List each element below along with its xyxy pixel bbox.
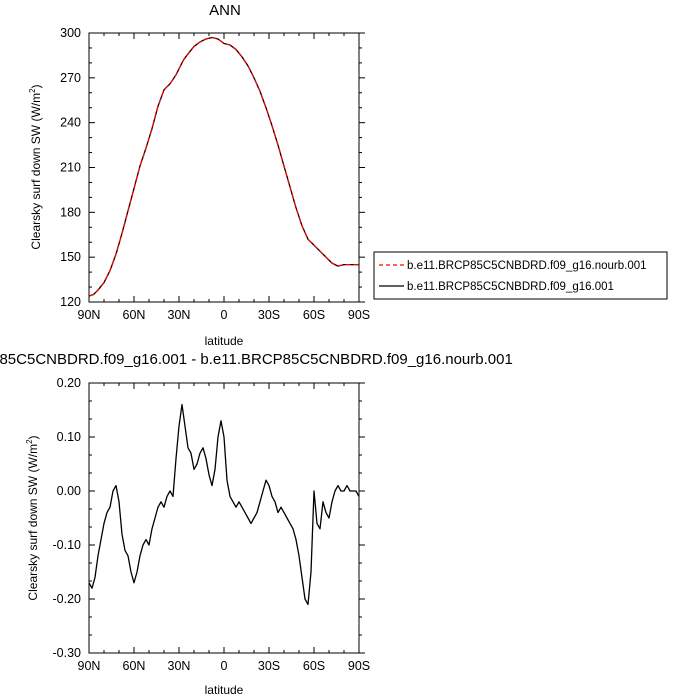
- y-axis-label-bottom: Clearsky surf down SW (W/m2): [25, 435, 40, 600]
- bottom-y-tick-label: -0.20: [53, 592, 82, 606]
- bottom-x-tick-label: 60S: [303, 659, 325, 673]
- chart-title-top: ANN: [209, 2, 241, 19]
- bottom-series-group: [88, 403, 360, 606]
- top-y-tick-label: 300: [60, 26, 81, 40]
- panel-bottom: b.e11.BRCP85C5CNBDRD.f09_g16.001 - b.e11…: [0, 351, 513, 697]
- top-y-tick-label: 270: [60, 71, 81, 85]
- top-x-tick-label: 0: [221, 308, 228, 322]
- bottom-series-line-0: [88, 403, 360, 606]
- panel-top: ANN 90N 60N 30N 0 30S 60S 90S 120 150 180 210 240 27…: [28, 2, 370, 348]
- plot-frame-top: [88, 32, 360, 303]
- top-x-tick-label: 60N: [123, 308, 146, 322]
- legend-label-control: b.e11.BRCP85C5CNBDRD.f09_g16.001: [407, 281, 614, 293]
- bottom-x-tick-label: 30N: [168, 659, 191, 673]
- y-axis-label-bottom-sup: 2: [25, 439, 34, 444]
- y-axis-label-top-sup: 2: [28, 88, 37, 93]
- bottom-y-tick-label: -0.10: [53, 538, 82, 552]
- x-axis-label-top: latitude: [205, 334, 244, 348]
- bottom-x-tick-label: 0: [221, 659, 228, 673]
- bottom-x-tick-label: 90N: [78, 659, 101, 673]
- y-axis-label-top-main: Clearsky surf down SW (W/m: [29, 93, 43, 250]
- chart-title-bottom: b.e11.BRCP85C5CNBDRD.f09_g16.001 - b.e11…: [0, 351, 513, 368]
- y-axis-label-bottom-close: ): [26, 435, 40, 439]
- top-x-tick-label: 60S: [303, 308, 325, 322]
- bottom-y-tick-label: -0.30: [53, 646, 82, 660]
- bottom-y-tick-label: 0.00: [57, 484, 81, 498]
- top-series-line-0: [88, 36, 359, 297]
- top-x-tick-label: 30N: [168, 308, 191, 322]
- top-x-tick-label: 90N: [78, 308, 101, 322]
- top-series-group: [88, 36, 359, 297]
- y-axis-label-top-close: ): [29, 84, 43, 88]
- legend: b.e11.BRCP85C5CNBDRD.f09_g16.nourb.001 b…: [373, 251, 668, 300]
- bottom-y-tick-label: 0.20: [57, 376, 81, 390]
- top-y-tick-label: 180: [60, 205, 81, 219]
- x-axis-label-bottom: latitude: [205, 683, 244, 697]
- bottom-axes: 90N 60N 30N 0 30S 60S 90S -0.30 -0.20 -0.10 0.00 0.…: [53, 376, 371, 673]
- y-axis-label-top: Clearsky surf down SW (W/m2): [28, 84, 43, 249]
- plot-frame-bottom: [88, 382, 360, 654]
- bottom-y-tick-label: 0.10: [57, 430, 81, 444]
- legend-box: [373, 251, 668, 300]
- top-y-tick-label: 150: [60, 250, 81, 264]
- legend-label-nourb: b.e11.BRCP85C5CNBDRD.f09_g16.nourb.001: [407, 260, 647, 272]
- top-y-tick-label: 120: [60, 295, 81, 309]
- top-y-tick-label: 240: [60, 116, 81, 130]
- top-axes: 90N 60N 30N 0 30S 60S 90S 120 150 180 210 240 270 300: [60, 26, 370, 322]
- top-x-tick-label: 30S: [258, 308, 280, 322]
- y-axis-label-bottom-main: Clearsky surf down SW (W/m: [26, 444, 40, 601]
- top-x-tick-label: 90S: [348, 308, 370, 322]
- top-series-line-1: [88, 36, 359, 297]
- bottom-x-tick-label: 60N: [123, 659, 146, 673]
- bottom-x-tick-label: 30S: [258, 659, 280, 673]
- bottom-x-tick-label: 90S: [348, 659, 370, 673]
- top-y-tick-label: 210: [60, 161, 81, 175]
